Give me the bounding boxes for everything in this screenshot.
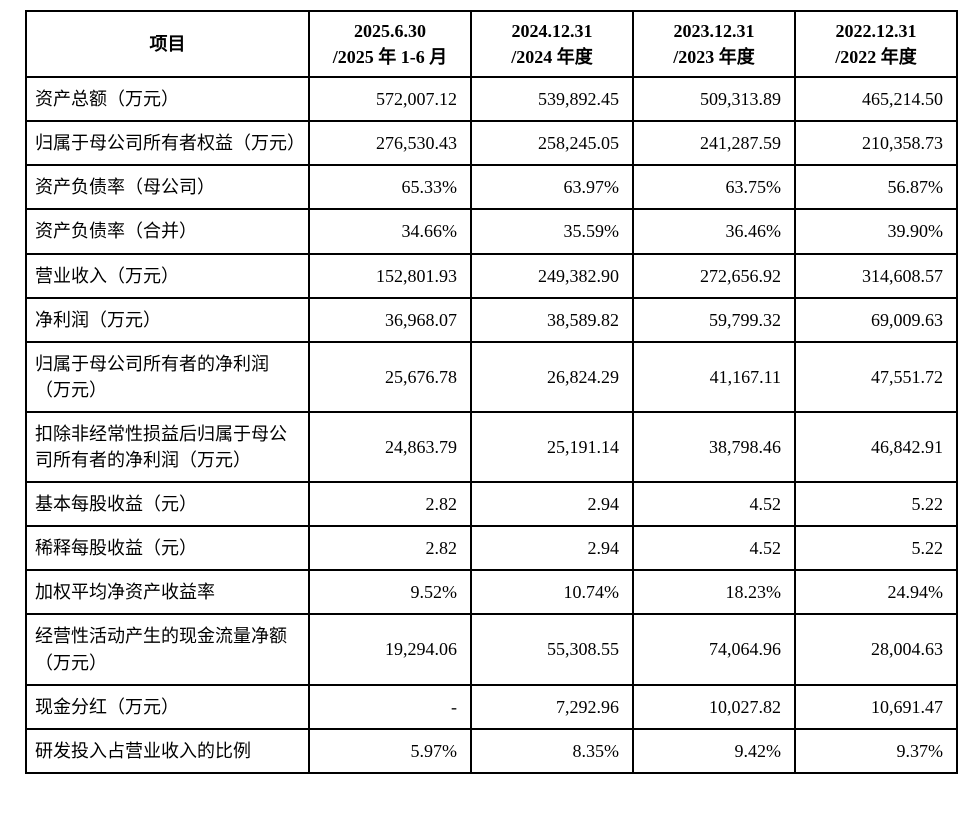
- row-value: 572,007.12: [308, 76, 472, 123]
- table-row: 资产负债率（母公司） 65.33% 63.97% 63.75% 56.87%: [25, 164, 958, 211]
- row-value: 10,691.47: [794, 683, 958, 730]
- header-period-2024: 2024.12.31 /2024 年度: [470, 9, 634, 79]
- header-period-2025h1: 2025.6.30 /2025 年 1-6 月: [308, 9, 472, 79]
- row-value: 25,676.78: [308, 340, 472, 413]
- row-label: 归属于母公司所有者权益（万元）: [25, 120, 310, 167]
- table-row: 加权平均净资产收益率 9.52% 10.74% 18.23% 24.94%: [25, 569, 958, 616]
- row-label: 基本每股收益（元）: [25, 481, 310, 528]
- row-value: 35.59%: [470, 208, 634, 255]
- table-row: 资产负债率（合并） 34.66% 35.59% 36.46% 39.90%: [25, 208, 958, 255]
- table-row: 归属于母公司所有者的净利润（万元） 25,676.78 26,824.29 41,16…: [25, 340, 958, 413]
- row-value: 7,292.96: [470, 683, 634, 730]
- row-value: 46,842.91: [794, 410, 958, 484]
- table-body: 资产总额（万元） 572,007.12 539,892.45 509,313.89 46…: [25, 76, 958, 774]
- row-value: 69,009.63: [794, 296, 958, 343]
- table-header: 项目 2025.6.30 /2025 年 1-6 月 2024.12.31 /2…: [25, 9, 958, 79]
- row-value: 26,824.29: [470, 340, 634, 413]
- row-value: -: [308, 683, 472, 730]
- row-value: 5.97%: [308, 727, 472, 774]
- row-value: 9.42%: [632, 727, 796, 774]
- row-value: 39.90%: [794, 208, 958, 255]
- table-row: 基本每股收益（元） 2.82 2.94 4.52 5.22: [25, 481, 958, 528]
- row-value: 258,245.05: [470, 120, 634, 167]
- row-value: 2.94: [470, 525, 634, 572]
- header-period-2023: 2023.12.31 /2023 年度: [632, 9, 796, 79]
- row-value: 74,064.96: [632, 613, 796, 686]
- table-row: 研发投入占营业收入的比例 5.97% 8.35% 9.42% 9.37%: [25, 727, 958, 774]
- row-label: 资产负债率（合并）: [25, 208, 310, 255]
- table-row: 经营性活动产生的现金流量净额（万元） 19,294.06 55,308.55 74,0…: [25, 613, 958, 686]
- row-label: 归属于母公司所有者的净利润（万元）: [25, 340, 310, 413]
- header-period-2022: 2022.12.31 /2022 年度: [794, 9, 958, 79]
- row-label: 净利润（万元）: [25, 296, 310, 343]
- row-value: 10.74%: [470, 569, 634, 616]
- financial-indicators-table: 项目 2025.6.30 /2025 年 1-6 月 2024.12.31 /2…: [25, 9, 958, 774]
- header-item-column: 项目: [25, 9, 310, 79]
- table-row: 归属于母公司所有者权益（万元） 276,530.43 258,245.05 241,2…: [25, 120, 958, 167]
- row-value: 210,358.73: [794, 120, 958, 167]
- row-value: 152,801.93: [308, 252, 472, 299]
- row-value: 36.46%: [632, 208, 796, 255]
- row-value: 276,530.43: [308, 120, 472, 167]
- row-value: 539,892.45: [470, 76, 634, 123]
- row-label: 资产总额（万元）: [25, 76, 310, 123]
- row-value: 9.52%: [308, 569, 472, 616]
- row-value: 34.66%: [308, 208, 472, 255]
- row-label: 加权平均净资产收益率: [25, 569, 310, 616]
- row-value: 509,313.89: [632, 76, 796, 123]
- row-label: 现金分红（万元）: [25, 683, 310, 730]
- row-label: 稀释每股收益（元）: [25, 525, 310, 572]
- row-value: 28,004.63: [794, 613, 958, 686]
- table-row: 现金分红（万元） -7,292.96 10,027.82 10,691.47: [25, 683, 958, 730]
- row-value: 8.35%: [470, 727, 634, 774]
- row-value: 272,656.92: [632, 252, 796, 299]
- row-label: 营业收入（万元）: [25, 252, 310, 299]
- row-label: 资产负债率（母公司）: [25, 164, 310, 211]
- row-value: 4.52: [632, 481, 796, 528]
- row-value: 55,308.55: [470, 613, 634, 686]
- row-value: 19,294.06: [308, 613, 472, 686]
- row-value: 63.75%: [632, 164, 796, 211]
- row-value: 36,968.07: [308, 296, 472, 343]
- row-value: 5.22: [794, 481, 958, 528]
- row-value: 5.22: [794, 525, 958, 572]
- row-value: 38,589.82: [470, 296, 634, 343]
- table-row: 稀释每股收益（元） 2.82 2.94 4.52 5.22: [25, 525, 958, 572]
- row-value: 2.82: [308, 481, 472, 528]
- row-value: 63.97%: [470, 164, 634, 211]
- row-value: 24,863.79: [308, 410, 472, 484]
- table-row: 资产总额（万元） 572,007.12 539,892.45 509,313.89 46…: [25, 76, 958, 123]
- row-value: 65.33%: [308, 164, 472, 211]
- row-value: 10,027.82: [632, 683, 796, 730]
- row-value: 241,287.59: [632, 120, 796, 167]
- row-value: 56.87%: [794, 164, 958, 211]
- row-value: 249,382.90: [470, 252, 634, 299]
- row-value: 38,798.46: [632, 410, 796, 484]
- row-value: 314,608.57: [794, 252, 958, 299]
- row-value: 24.94%: [794, 569, 958, 616]
- row-label: 扣除非经常性损益后归属于母公司所有者的净利润（万元）: [25, 410, 310, 484]
- row-value: 9.37%: [794, 727, 958, 774]
- row-label: 研发投入占营业收入的比例: [25, 727, 310, 774]
- row-value: 41,167.11: [632, 340, 796, 413]
- row-value: 2.82: [308, 525, 472, 572]
- row-value: 25,191.14: [470, 410, 634, 484]
- header-row: 项目 2025.6.30 /2025 年 1-6 月 2024.12.31 /2…: [25, 9, 958, 79]
- row-value: 465,214.50: [794, 76, 958, 123]
- row-value: 47,551.72: [794, 340, 958, 413]
- table-row: 净利润（万元） 36,968.07 38,589.82 59,799.32 69,009…: [25, 296, 958, 343]
- row-label: 经营性活动产生的现金流量净额（万元）: [25, 613, 310, 686]
- row-value: 4.52: [632, 525, 796, 572]
- row-value: 2.94: [470, 481, 634, 528]
- table-row: 扣除非经常性损益后归属于母公司所有者的净利润（万元） 24,863.79 25,19…: [25, 410, 958, 484]
- row-value: 59,799.32: [632, 296, 796, 343]
- row-value: 18.23%: [632, 569, 796, 616]
- table-row: 营业收入（万元） 152,801.93 249,382.90 272,656.92 31…: [25, 252, 958, 299]
